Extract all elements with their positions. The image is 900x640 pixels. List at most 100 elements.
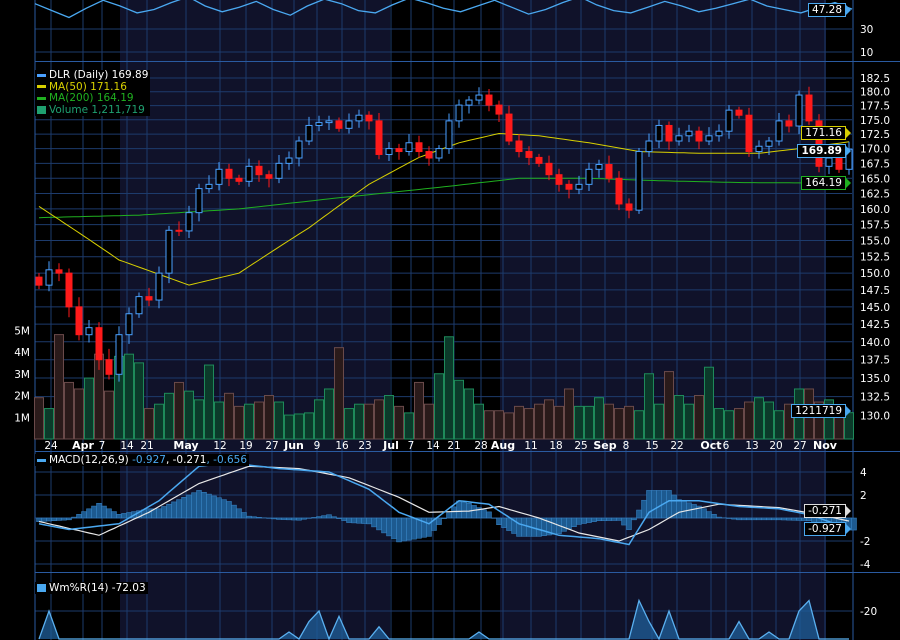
volume-axis-label: 1M bbox=[14, 412, 30, 424]
volume-bar bbox=[604, 403, 614, 440]
volume-bar bbox=[744, 401, 754, 440]
candle-body bbox=[175, 229, 183, 232]
signal-tag: -0.271 bbox=[804, 504, 851, 518]
volume-bar bbox=[434, 373, 444, 440]
price-axis-label: 180.0 bbox=[860, 87, 890, 99]
candle bbox=[595, 159, 603, 178]
macd-histogram-bar bbox=[806, 517, 812, 522]
date-axis-label: 27 bbox=[793, 440, 806, 452]
candle bbox=[545, 155, 553, 181]
price-axis-label: 145.0 bbox=[860, 302, 890, 314]
macd-axis-label: 4 bbox=[860, 467, 867, 479]
macd-histogram-bar bbox=[801, 517, 807, 521]
macd-histogram-bar bbox=[566, 517, 572, 530]
candle bbox=[35, 273, 43, 290]
macd-histogram-bar bbox=[601, 517, 607, 521]
macd-histogram-bar bbox=[111, 511, 117, 519]
date-axis-label: 12 bbox=[213, 440, 226, 452]
date-axis-label: Sep bbox=[593, 439, 616, 452]
price-axis-label: 177.5 bbox=[860, 101, 890, 113]
macd-histogram-bar bbox=[586, 517, 592, 523]
macd-histogram-bar bbox=[436, 517, 442, 525]
date-axis-label: 14 bbox=[120, 440, 134, 452]
candle bbox=[85, 319, 93, 343]
candle-body bbox=[635, 151, 643, 211]
candle bbox=[565, 180, 573, 199]
candle bbox=[95, 322, 103, 370]
candle bbox=[295, 136, 303, 167]
macd-histogram-bar bbox=[761, 517, 767, 521]
candle-body bbox=[655, 124, 663, 142]
candle-body bbox=[725, 109, 733, 132]
volume-bar bbox=[64, 381, 74, 440]
volume-bar bbox=[324, 388, 334, 440]
candle bbox=[185, 205, 193, 238]
macd-histogram-bar bbox=[106, 508, 112, 519]
macd-histogram-bar bbox=[336, 517, 342, 519]
volume-bar bbox=[414, 381, 424, 440]
macd-histogram-bar bbox=[276, 517, 282, 520]
price-tag: 169.89 bbox=[797, 144, 851, 158]
volume-bar bbox=[524, 408, 534, 440]
candle bbox=[485, 88, 493, 112]
macd-histogram-bar bbox=[596, 517, 602, 522]
date-axis-label: 15 bbox=[645, 440, 658, 452]
date-axis-label: 6 bbox=[723, 440, 730, 452]
date-axis-label: Nov bbox=[813, 439, 838, 452]
price-axis-label: 157.5 bbox=[860, 220, 890, 232]
macd-histogram-bar bbox=[186, 494, 192, 519]
price-axis-label: 140.0 bbox=[860, 337, 890, 349]
candle-body bbox=[45, 269, 53, 286]
ma200-line bbox=[38, 177, 849, 219]
legend-ma50: MA(50) 171.16 bbox=[37, 81, 148, 94]
macd-histogram-bar bbox=[56, 517, 62, 521]
volume-bar bbox=[424, 403, 434, 440]
candle-body bbox=[255, 165, 263, 176]
macd-histogram-bar bbox=[86, 508, 92, 519]
candle-body bbox=[315, 122, 323, 126]
volume-bar bbox=[674, 395, 684, 440]
candle-body bbox=[405, 142, 413, 153]
macd-histogram-bar bbox=[391, 517, 397, 540]
macd-histogram-bar bbox=[736, 517, 742, 521]
candle bbox=[415, 135, 423, 158]
candle-body bbox=[105, 359, 113, 375]
volume-bar bbox=[754, 397, 764, 440]
macd-histogram-bar bbox=[206, 493, 212, 519]
macd-histogram-bar bbox=[181, 497, 187, 519]
date-axis-label: 22 bbox=[670, 440, 683, 452]
candle-body bbox=[345, 120, 353, 129]
volume-axis-label: 2M bbox=[14, 391, 30, 403]
candle-body bbox=[145, 296, 153, 301]
candle-body bbox=[205, 183, 213, 190]
macd-histogram-bar bbox=[561, 517, 567, 532]
volume-bar bbox=[724, 410, 734, 440]
line-icon bbox=[37, 85, 46, 88]
candle bbox=[155, 266, 163, 309]
candle-body bbox=[835, 157, 843, 170]
candle-body bbox=[375, 120, 383, 155]
macd-histogram-bar bbox=[681, 500, 687, 519]
date-axis-label: Jul bbox=[382, 439, 399, 452]
candle-body bbox=[505, 113, 513, 142]
volume-bar bbox=[284, 414, 294, 440]
date-axis-label: Jun bbox=[283, 439, 304, 452]
candle bbox=[355, 109, 363, 128]
macd-histogram-bar bbox=[381, 517, 387, 534]
candle bbox=[505, 105, 513, 146]
candle bbox=[225, 163, 233, 187]
macd-histogram-bar bbox=[441, 517, 447, 519]
candle-body bbox=[65, 272, 73, 308]
candle-body bbox=[775, 120, 783, 142]
macd-histogram-bar bbox=[471, 505, 477, 519]
price-axis-label: 175.0 bbox=[860, 115, 890, 127]
candle bbox=[325, 115, 333, 131]
candle-body bbox=[495, 104, 503, 115]
macd-histogram-bar bbox=[66, 517, 72, 521]
wmr-area bbox=[39, 600, 849, 639]
candle-body bbox=[275, 162, 283, 179]
macd-histogram-bar bbox=[716, 516, 722, 519]
candle-body bbox=[335, 120, 343, 129]
candle-body bbox=[165, 229, 173, 274]
macd-histogram-bar bbox=[571, 517, 577, 527]
